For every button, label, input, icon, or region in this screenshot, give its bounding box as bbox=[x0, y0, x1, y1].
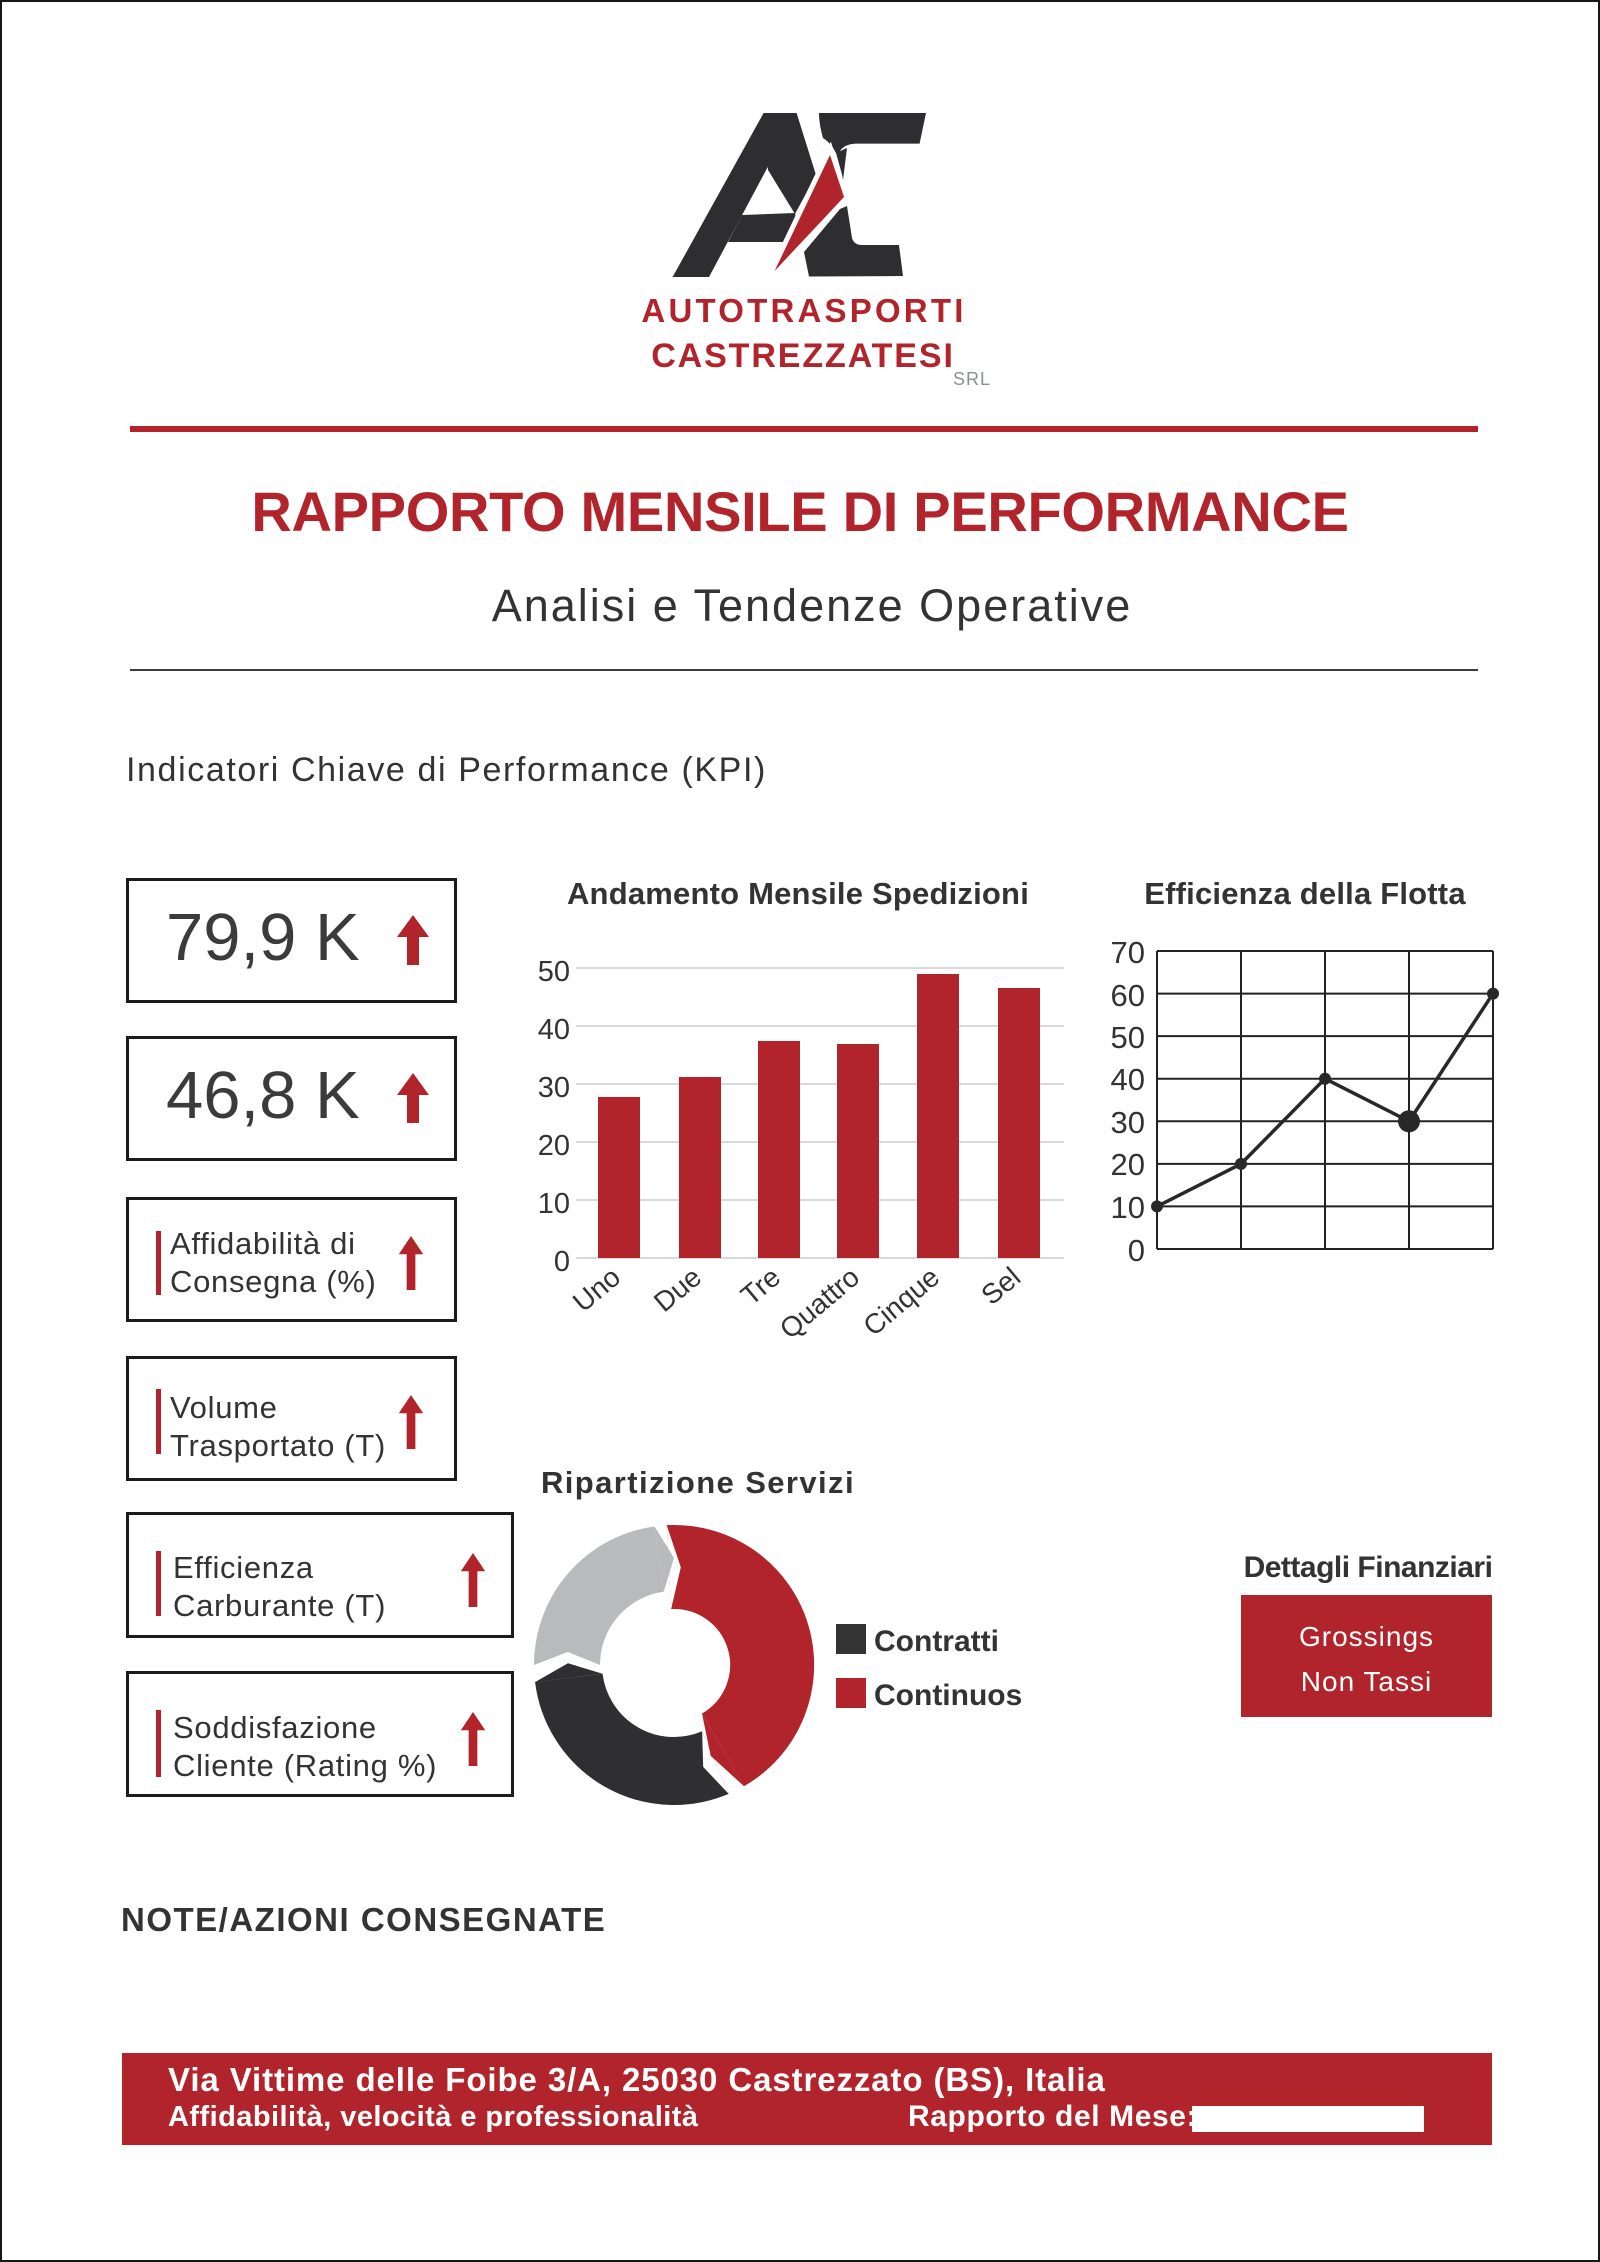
svg-text:50: 50 bbox=[538, 956, 570, 988]
svg-text:40: 40 bbox=[1111, 1062, 1145, 1097]
svg-text:0: 0 bbox=[1128, 1233, 1145, 1268]
svg-text:10: 10 bbox=[1111, 1190, 1145, 1225]
svg-text:Sel: Sel bbox=[975, 1261, 1026, 1311]
svg-text:Due: Due bbox=[648, 1261, 707, 1318]
svg-text:70: 70 bbox=[1111, 935, 1145, 970]
svg-text:20: 20 bbox=[538, 1130, 570, 1162]
svg-text:60: 60 bbox=[1111, 978, 1145, 1013]
svg-text:20: 20 bbox=[1111, 1147, 1145, 1182]
svg-text:10: 10 bbox=[538, 1188, 570, 1220]
svg-text:Quattro: Quattro bbox=[774, 1261, 865, 1345]
svg-text:0: 0 bbox=[554, 1246, 570, 1278]
svg-text:40: 40 bbox=[538, 1014, 570, 1046]
svg-text:Uno: Uno bbox=[567, 1261, 626, 1318]
svg-text:30: 30 bbox=[538, 1072, 570, 1104]
svg-text:30: 30 bbox=[1111, 1105, 1145, 1140]
svg-text:50: 50 bbox=[1111, 1020, 1145, 1055]
svg-text:Cinque: Cinque bbox=[857, 1261, 945, 1342]
svg-text:Tre: Tre bbox=[735, 1261, 786, 1311]
